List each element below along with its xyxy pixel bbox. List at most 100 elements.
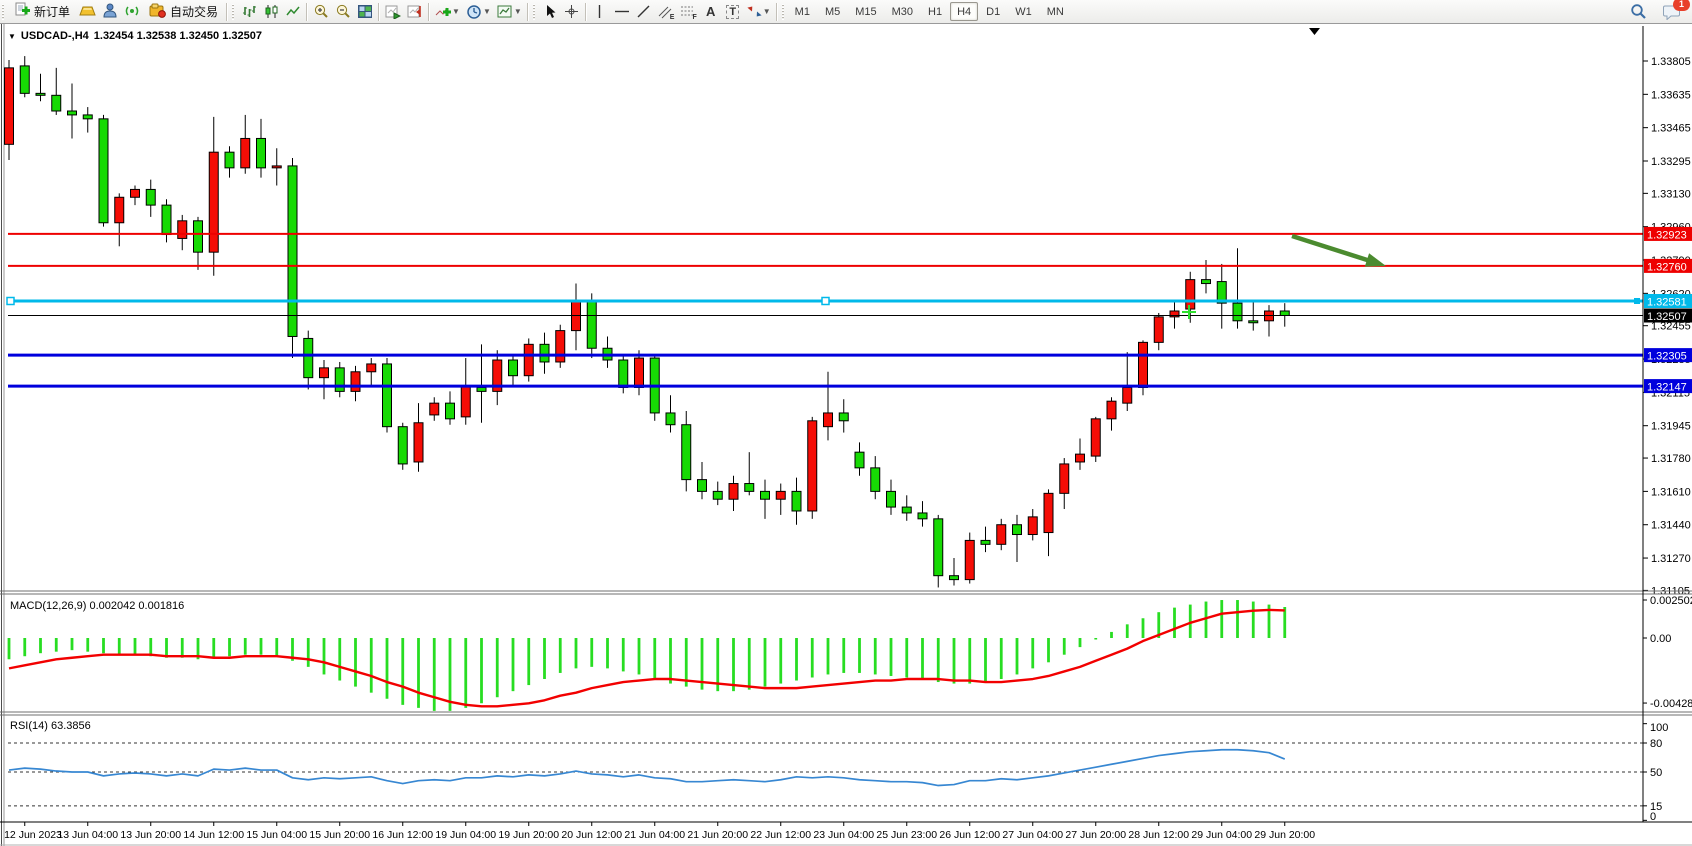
toolbar-grip[interactable] — [532, 3, 537, 20]
rsi-tick-label: 80 — [1650, 738, 1662, 750]
notifications-button[interactable]: 1 — [1660, 0, 1690, 22]
chart-dropdown-icon[interactable]: ▼ — [8, 31, 16, 41]
indicators-button[interactable]: ▼ — [432, 2, 463, 22]
toolbar-grip[interactable] — [232, 3, 237, 20]
candle-body — [67, 110, 77, 116]
timeframe-button-M5[interactable]: M5 — [818, 2, 847, 21]
separator — [226, 2, 229, 21]
hline-price-label: 1.32305 — [1647, 351, 1687, 363]
candle-body — [854, 451, 865, 469]
vertical-line-tool-button[interactable] — [589, 2, 611, 22]
zoom-in-button[interactable] — [310, 2, 332, 22]
auto-scroll-icon — [385, 5, 402, 19]
chart-scroll-marker — [1309, 28, 1320, 35]
rsi-tick-label: 0 — [1650, 811, 1656, 823]
text-tool-button[interactable]: A — [700, 2, 722, 22]
candle-body — [445, 402, 455, 420]
candle-body — [791, 490, 802, 512]
rsi-tick-label: 15 — [1650, 801, 1662, 813]
horizontal-line-tool-button[interactable] — [611, 2, 633, 22]
tile-windows-button[interactable] — [354, 2, 376, 22]
hline-price-label: 1.32581 — [1647, 296, 1687, 308]
timeframe-button-M1[interactable]: M1 — [788, 2, 817, 21]
candle-body — [35, 92, 46, 96]
label-tool-button[interactable]: T — [722, 2, 744, 22]
timeframe-button-H4[interactable]: H4 — [950, 2, 979, 21]
macd-tick-label: 0.002502 — [1650, 595, 1692, 607]
candle-body — [1201, 279, 1211, 285]
notification-badge: 1 — [1673, 0, 1690, 11]
timeframe-button-H1[interactable]: H1 — [921, 2, 949, 21]
candle-body — [334, 367, 345, 392]
rsi-panel: 100 80 50 150 — [8, 722, 1668, 823]
line-chart-button[interactable] — [282, 2, 304, 22]
candlestick-chart-button[interactable] — [260, 2, 282, 22]
candle-body — [1090, 418, 1101, 457]
cursor-tool-button[interactable] — [539, 2, 561, 22]
chart-shift-icon — [407, 5, 421, 18]
line-handle-center[interactable] — [821, 296, 830, 306]
auto-scroll-button[interactable] — [382, 2, 404, 22]
rsi-tick-label: 100 — [1650, 722, 1668, 734]
candle-body — [665, 412, 676, 426]
new-order-button[interactable]: 新订单 — [8, 2, 76, 22]
timeframe-button-D1[interactable]: D1 — [979, 2, 1007, 21]
timeframe-button-M15[interactable]: M15 — [848, 2, 883, 21]
line-handle-left[interactable] — [6, 296, 15, 306]
candle-body — [256, 137, 266, 169]
candles-layer — [4, 56, 1290, 588]
hline-price-label: 1.32147 — [1647, 382, 1687, 394]
candle-body — [681, 424, 692, 481]
bar-chart-button[interactable] — [238, 2, 260, 22]
chart-shift-button[interactable] — [404, 2, 426, 22]
candle-body — [823, 412, 833, 428]
fibonacci-tool-button[interactable]: F — [677, 2, 699, 22]
trendline-tool-button[interactable] — [633, 2, 655, 22]
candle-body — [886, 490, 896, 508]
horizontal-line-icon — [614, 10, 629, 13]
time-tick-label: 27 Jun 04:00 — [1002, 829, 1063, 841]
signals-button[interactable] — [121, 2, 143, 22]
candle-body — [350, 371, 361, 392]
candle-body — [4, 67, 14, 145]
timeframe-button-W1[interactable]: W1 — [1008, 2, 1039, 21]
candle-body — [980, 539, 991, 545]
market-watch-button[interactable] — [76, 2, 99, 22]
candle-body — [382, 363, 392, 428]
timeframe-button-MN[interactable]: MN — [1040, 2, 1071, 21]
toolbar-grip[interactable] — [781, 3, 786, 20]
price-tick-label: 1.33635 — [1651, 89, 1691, 101]
templates-button[interactable]: ▼ — [494, 2, 525, 22]
line-handle-right[interactable] — [1634, 297, 1640, 304]
periods-button[interactable]: ▼ — [463, 2, 494, 22]
time-tick-label: 19 Jun 04:00 — [435, 829, 496, 841]
toolbar-grip[interactable] — [2, 3, 6, 20]
price-tick-label: 1.31270 — [1651, 553, 1691, 565]
zoom-out-icon — [336, 4, 350, 18]
candle-body — [1216, 281, 1227, 304]
timeframe-button-M30[interactable]: M30 — [885, 2, 920, 21]
crosshair-tool-button[interactable] — [561, 2, 583, 22]
fibonacci-letter: F — [692, 13, 697, 21]
hline-price-label: 1.32760 — [1647, 261, 1687, 273]
time-tick-label: 15 Jun 04:00 — [246, 829, 307, 841]
crosshair-icon — [565, 5, 579, 18]
candle-body — [1075, 453, 1085, 463]
chart-canvas[interactable]: 1.33805 1.33635 1.33465 1.33295 1.33130 1.329… — [0, 23, 1692, 846]
arrows-icon — [747, 6, 762, 17]
person-icon — [102, 3, 118, 21]
candle-body — [775, 490, 786, 500]
auto-trading-button[interactable]: 自动交易 — [143, 2, 224, 22]
terminal-button[interactable] — [99, 2, 121, 22]
new-order-label: 新订单 — [34, 5, 71, 19]
time-tick-label: 28 Jun 12:00 — [1128, 829, 1189, 841]
trend-arrow-annotation[interactable] — [1291, 233, 1374, 264]
price-tick-label: 1.33130 — [1651, 188, 1691, 200]
arrows-tool-button[interactable]: ▼ — [744, 2, 774, 22]
time-tick-label: 27 Jun 20:00 — [1065, 829, 1126, 841]
price-tick-label: 1.31945 — [1651, 421, 1691, 433]
channel-tool-button[interactable]: E — [655, 2, 678, 22]
zoom-out-button[interactable] — [332, 2, 354, 22]
label-tool-icon: T — [726, 4, 740, 19]
search-button[interactable] — [1627, 2, 1650, 22]
